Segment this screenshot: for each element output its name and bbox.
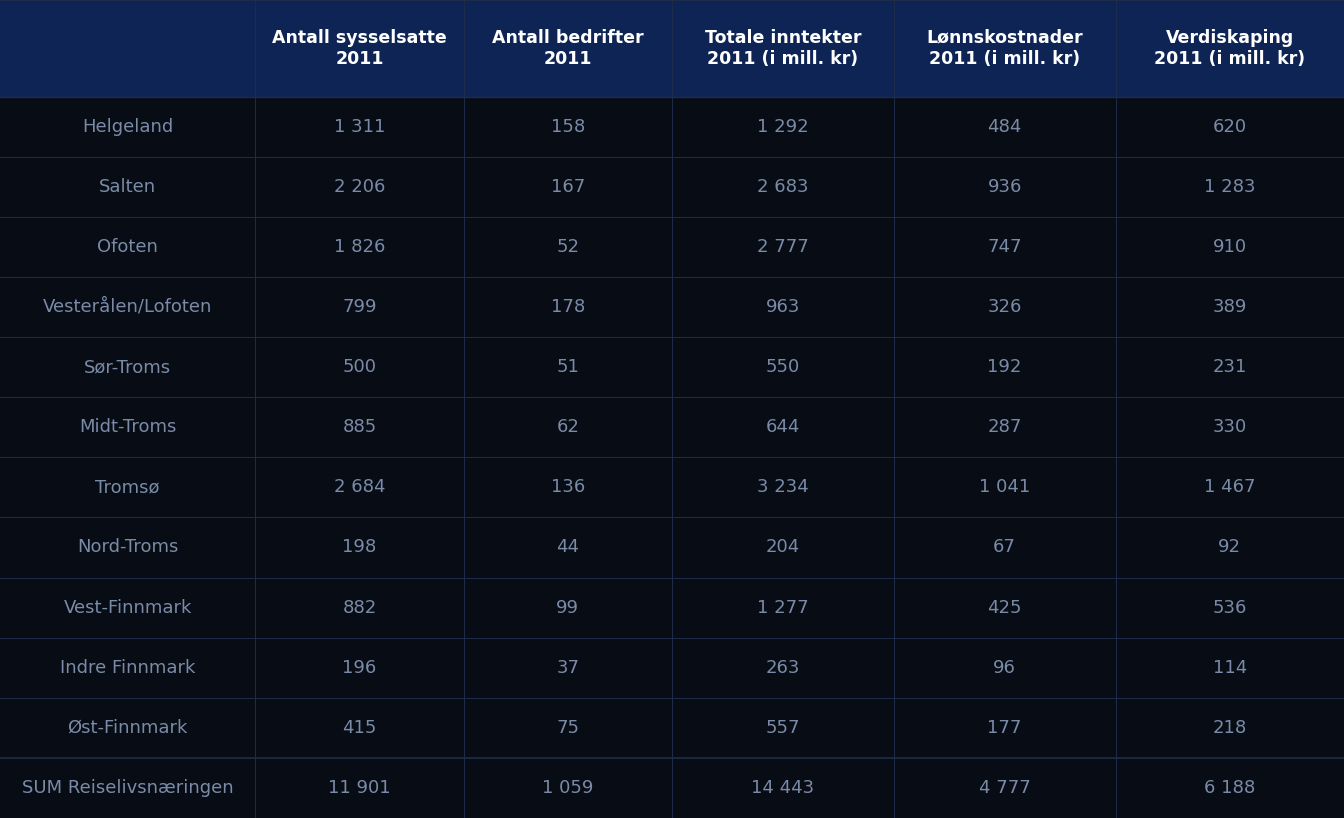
Text: Totale inntekter
2011 (i mill. kr): Totale inntekter 2011 (i mill. kr): [704, 29, 862, 68]
Text: 198: 198: [343, 538, 376, 556]
Text: 330: 330: [1212, 418, 1247, 436]
Bar: [0, 398, 1344, 457]
Text: 1 467: 1 467: [1204, 479, 1255, 497]
Text: 4 777: 4 777: [978, 779, 1031, 797]
Text: 218: 218: [1212, 719, 1247, 737]
Text: 196: 196: [343, 658, 376, 676]
Text: 747: 747: [988, 238, 1021, 256]
Text: 1 277: 1 277: [757, 599, 809, 617]
Text: 536: 536: [1212, 599, 1247, 617]
Text: Lønnskostnader
2011 (i mill. kr): Lønnskostnader 2011 (i mill. kr): [926, 29, 1083, 68]
Text: 1 311: 1 311: [333, 118, 386, 136]
Text: 550: 550: [766, 358, 800, 376]
Text: Tromsø: Tromsø: [95, 479, 160, 497]
Text: 910: 910: [1212, 238, 1247, 256]
Text: Midt-Troms: Midt-Troms: [79, 418, 176, 436]
Text: Vest-Finnmark: Vest-Finnmark: [63, 599, 192, 617]
Text: 2 777: 2 777: [757, 238, 809, 256]
Text: 62: 62: [556, 418, 579, 436]
Text: Nord-Troms: Nord-Troms: [77, 538, 179, 556]
Text: 192: 192: [988, 358, 1021, 376]
Text: 14 443: 14 443: [751, 779, 814, 797]
Text: 136: 136: [551, 479, 585, 497]
Text: 51: 51: [556, 358, 579, 376]
Text: 484: 484: [988, 118, 1021, 136]
Text: 114: 114: [1212, 658, 1247, 676]
Text: 11 901: 11 901: [328, 779, 391, 797]
Text: Ofoten: Ofoten: [97, 238, 159, 256]
Text: Antall bedrifter
2011: Antall bedrifter 2011: [492, 29, 644, 68]
Text: 287: 287: [988, 418, 1021, 436]
Text: 500: 500: [343, 358, 376, 376]
Text: 37: 37: [556, 658, 579, 676]
Bar: [0, 276, 1344, 337]
Text: 231: 231: [1212, 358, 1247, 376]
Text: 2 683: 2 683: [757, 178, 809, 196]
Bar: [0, 337, 1344, 398]
Text: 1 826: 1 826: [333, 238, 386, 256]
Text: 882: 882: [343, 599, 376, 617]
Bar: [0, 217, 1344, 276]
Text: Øst-Finnmark: Øst-Finnmark: [67, 719, 188, 737]
Text: 2 684: 2 684: [333, 479, 386, 497]
Bar: [0, 758, 1344, 818]
Bar: [0, 156, 1344, 217]
Text: 1 292: 1 292: [757, 118, 809, 136]
Text: 96: 96: [993, 658, 1016, 676]
Bar: [0, 638, 1344, 698]
Text: 44: 44: [556, 538, 579, 556]
Text: Verdiskaping
2011 (i mill. kr): Verdiskaping 2011 (i mill. kr): [1154, 29, 1305, 68]
Text: Salten: Salten: [99, 178, 156, 196]
Text: SUM Reiselivsnæringen: SUM Reiselivsnæringen: [22, 779, 234, 797]
Text: 425: 425: [988, 599, 1021, 617]
Bar: [0, 457, 1344, 518]
Text: 158: 158: [551, 118, 585, 136]
Text: 326: 326: [988, 298, 1021, 316]
Text: 6 188: 6 188: [1204, 779, 1255, 797]
Text: 263: 263: [766, 658, 800, 676]
Bar: [0, 578, 1344, 638]
Text: Sør-Troms: Sør-Troms: [85, 358, 171, 376]
Text: 177: 177: [988, 719, 1021, 737]
Bar: [0, 97, 1344, 157]
Bar: [0, 518, 1344, 578]
Text: 3 234: 3 234: [757, 479, 809, 497]
Text: 885: 885: [343, 418, 376, 436]
Text: 1 059: 1 059: [542, 779, 594, 797]
Text: 557: 557: [766, 719, 800, 737]
Text: 415: 415: [343, 719, 376, 737]
Text: 167: 167: [551, 178, 585, 196]
Text: 178: 178: [551, 298, 585, 316]
Text: 1 041: 1 041: [978, 479, 1031, 497]
Text: Antall sysselsatte
2011: Antall sysselsatte 2011: [271, 29, 448, 68]
Text: 389: 389: [1212, 298, 1247, 316]
Text: 620: 620: [1212, 118, 1247, 136]
Text: 963: 963: [766, 298, 800, 316]
Text: Helgeland: Helgeland: [82, 118, 173, 136]
Bar: [0, 698, 1344, 758]
Text: 204: 204: [766, 538, 800, 556]
Text: 2 206: 2 206: [333, 178, 386, 196]
Text: 92: 92: [1218, 538, 1242, 556]
Text: Vesterålen/Lofoten: Vesterålen/Lofoten: [43, 298, 212, 316]
Text: 75: 75: [556, 719, 579, 737]
Text: 644: 644: [766, 418, 800, 436]
Text: 936: 936: [988, 178, 1021, 196]
Text: 52: 52: [556, 238, 579, 256]
Text: 1 283: 1 283: [1204, 178, 1255, 196]
Text: 99: 99: [556, 599, 579, 617]
Text: 799: 799: [343, 298, 376, 316]
Text: Indre Finnmark: Indre Finnmark: [60, 658, 195, 676]
Text: 67: 67: [993, 538, 1016, 556]
Bar: [0, 0, 1344, 97]
